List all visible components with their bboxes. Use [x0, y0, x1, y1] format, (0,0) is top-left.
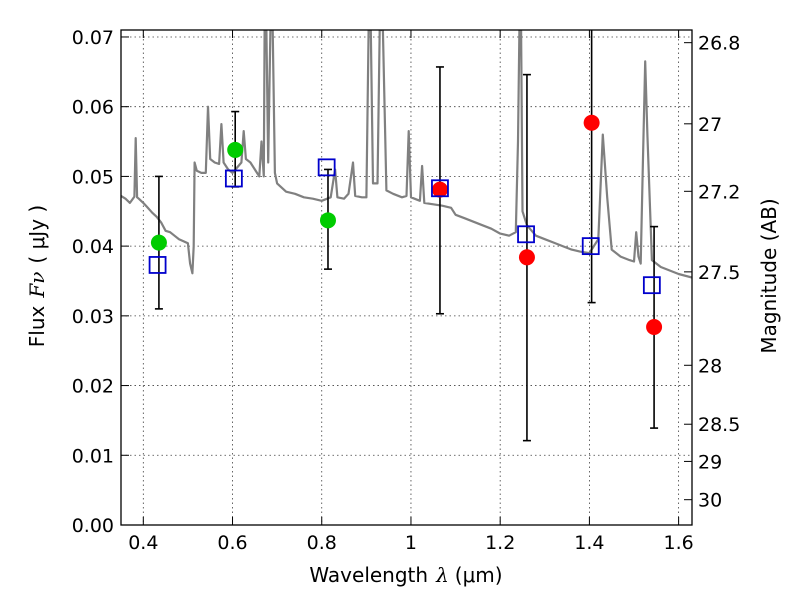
grid: [121, 30, 692, 525]
y-tick-label: 0.06: [72, 97, 114, 119]
data-point-observed-optical: [227, 141, 244, 158]
x-tick-label: 1.4: [574, 532, 604, 554]
y-tick-label: 0.07: [72, 27, 114, 49]
y-tick-label: 0.03: [72, 306, 114, 328]
x-axis-label-unit: (μm): [455, 563, 503, 587]
data-point-model-photometry: [642, 276, 661, 295]
right-tick-label: 28: [698, 355, 722, 377]
x-tick-label: 1.2: [485, 532, 515, 554]
x-tick-label: 1: [405, 532, 417, 554]
x-tick-label: 0.8: [307, 532, 337, 554]
x-axis-label: Wavelength λ (μm): [309, 563, 502, 587]
y-axis-label-unit: ( μJy ): [25, 205, 49, 264]
y-axis-ticks: 0.00 0.01 0.02 0.03 0.04 0.05 0.06 0.07: [72, 27, 129, 537]
x-axis-label-main: Wavelength: [309, 563, 428, 587]
right-tick-label: 27.5: [698, 262, 740, 284]
x-tick-label: 0.4: [128, 532, 158, 554]
right-tick-label: 26.8: [698, 33, 740, 55]
data-point-model-photometry: [517, 225, 535, 244]
data-point-observed-nir: [646, 319, 663, 335]
y-axis-label-symbol: Fν: [25, 272, 49, 299]
y-axis-label-main: Flux: [25, 305, 49, 347]
data-point-observed-nir: [518, 249, 535, 266]
data-markers: [148, 114, 663, 335]
right-tick-label: 30: [698, 490, 722, 512]
spectrum-line: [121, 30, 692, 279]
x-axis-ticks: 0.4 0.6 0.8 1 1.2 1.4 1.6: [128, 30, 694, 554]
data-point-model-photometry: [581, 237, 600, 256]
right-tick-label: 27.2: [698, 181, 740, 203]
right-tick-label: 27: [698, 114, 722, 136]
data-point-observed-optical: [319, 212, 336, 229]
y-tick-label: 0.02: [72, 376, 114, 398]
x-axis-label-symbol: λ: [435, 563, 449, 587]
data-point-observed-nir: [431, 181, 448, 198]
data-point-observed-optical: [150, 234, 167, 251]
data-point-model-photometry: [148, 256, 167, 274]
y-tick-label: 0.00: [72, 515, 114, 537]
data-point-observed-nir: [583, 114, 600, 131]
model-spectrum: [121, 30, 692, 279]
data-point-model-photometry: [224, 169, 243, 188]
y-tick-label: 0.05: [72, 166, 114, 188]
plot-frame: [120, 29, 693, 526]
right-tick-label: 28.5: [698, 414, 740, 436]
y-tick-label: 0.04: [72, 236, 114, 258]
right-axis-ticks: 26.8 27 27.2 27.5 28 28.5 29 30: [684, 33, 740, 512]
data-point-model-photometry: [317, 158, 336, 177]
right-axis-label: Magnitude (AB): [757, 198, 781, 353]
data-point-model-photometry: [431, 179, 449, 198]
x-tick-label: 1.6: [664, 532, 694, 554]
y-tick-label: 0.01: [72, 445, 114, 467]
y-axis-label: Flux Fν ( μJy ): [25, 205, 49, 347]
x-tick-label: 0.6: [217, 532, 247, 554]
right-tick-label: 29: [698, 451, 722, 473]
